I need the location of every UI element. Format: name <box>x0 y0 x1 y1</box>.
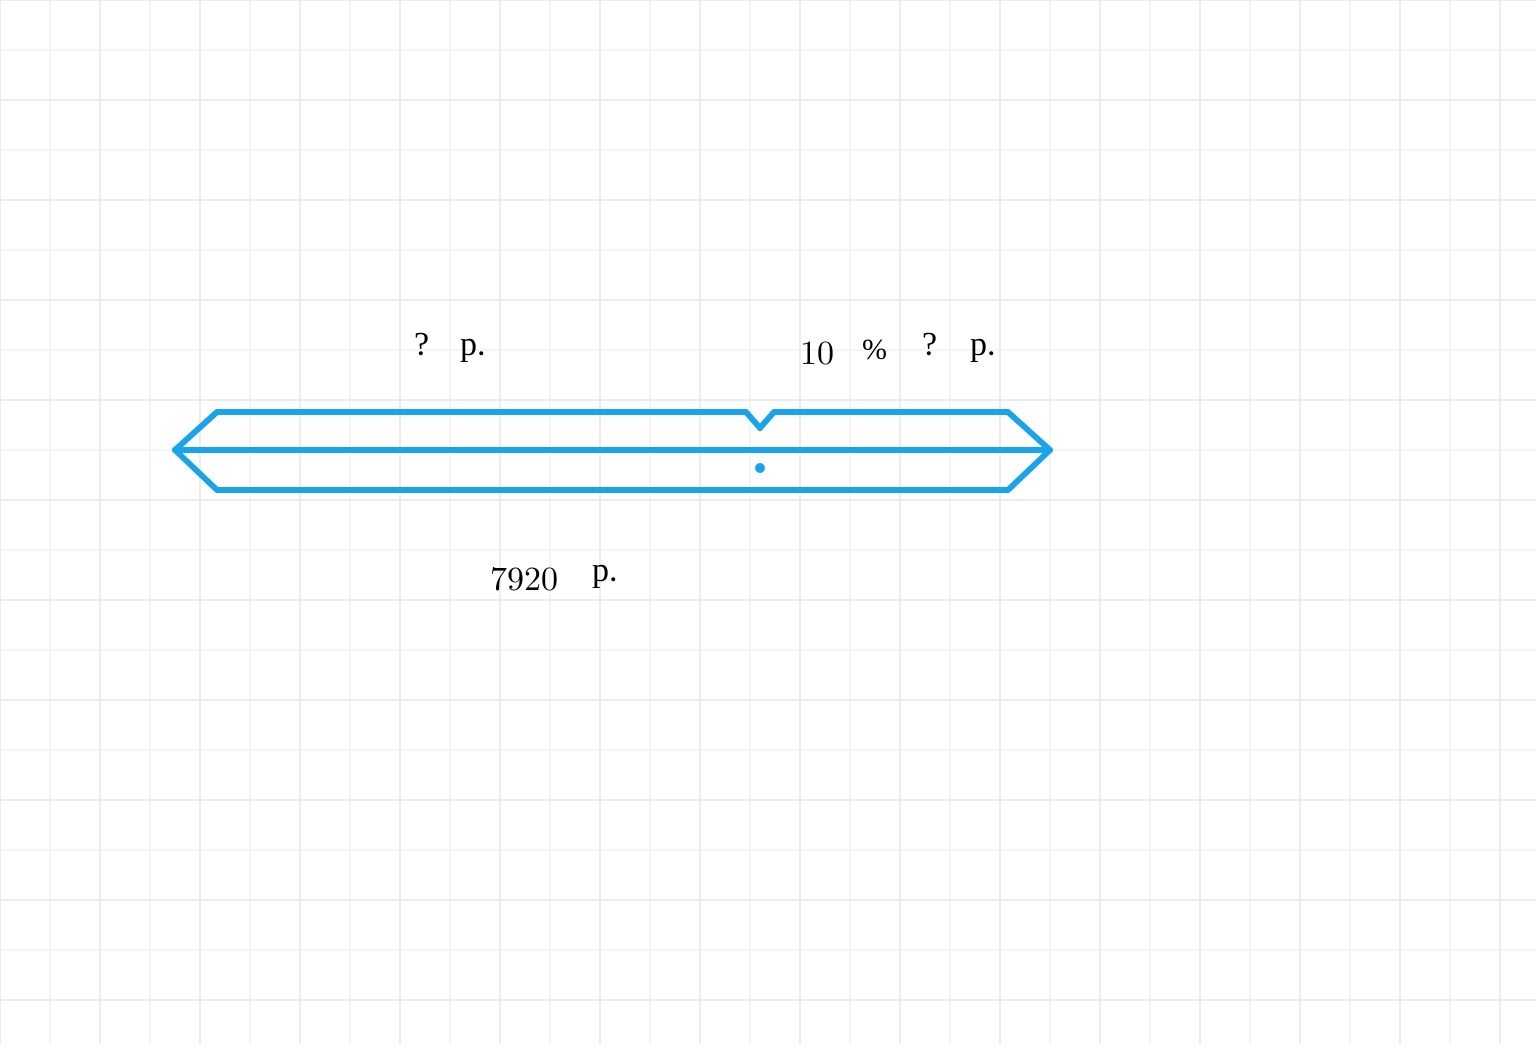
label-top-right-percent-symbol: % <box>862 333 887 367</box>
label-top-left-question: ? <box>414 326 429 364</box>
label-bottom-value: 7920 <box>490 552 558 600</box>
tape-diagram <box>0 0 1536 1044</box>
label-bottom-unit: p. <box>592 552 618 590</box>
label-top-right-percent-value: 10 <box>800 326 834 374</box>
label-top-left-unit: p. <box>460 326 486 364</box>
label-top-right-unit: p. <box>970 326 996 364</box>
diagram-svg <box>0 0 1536 1044</box>
label-top-right-question: ? <box>922 326 937 364</box>
